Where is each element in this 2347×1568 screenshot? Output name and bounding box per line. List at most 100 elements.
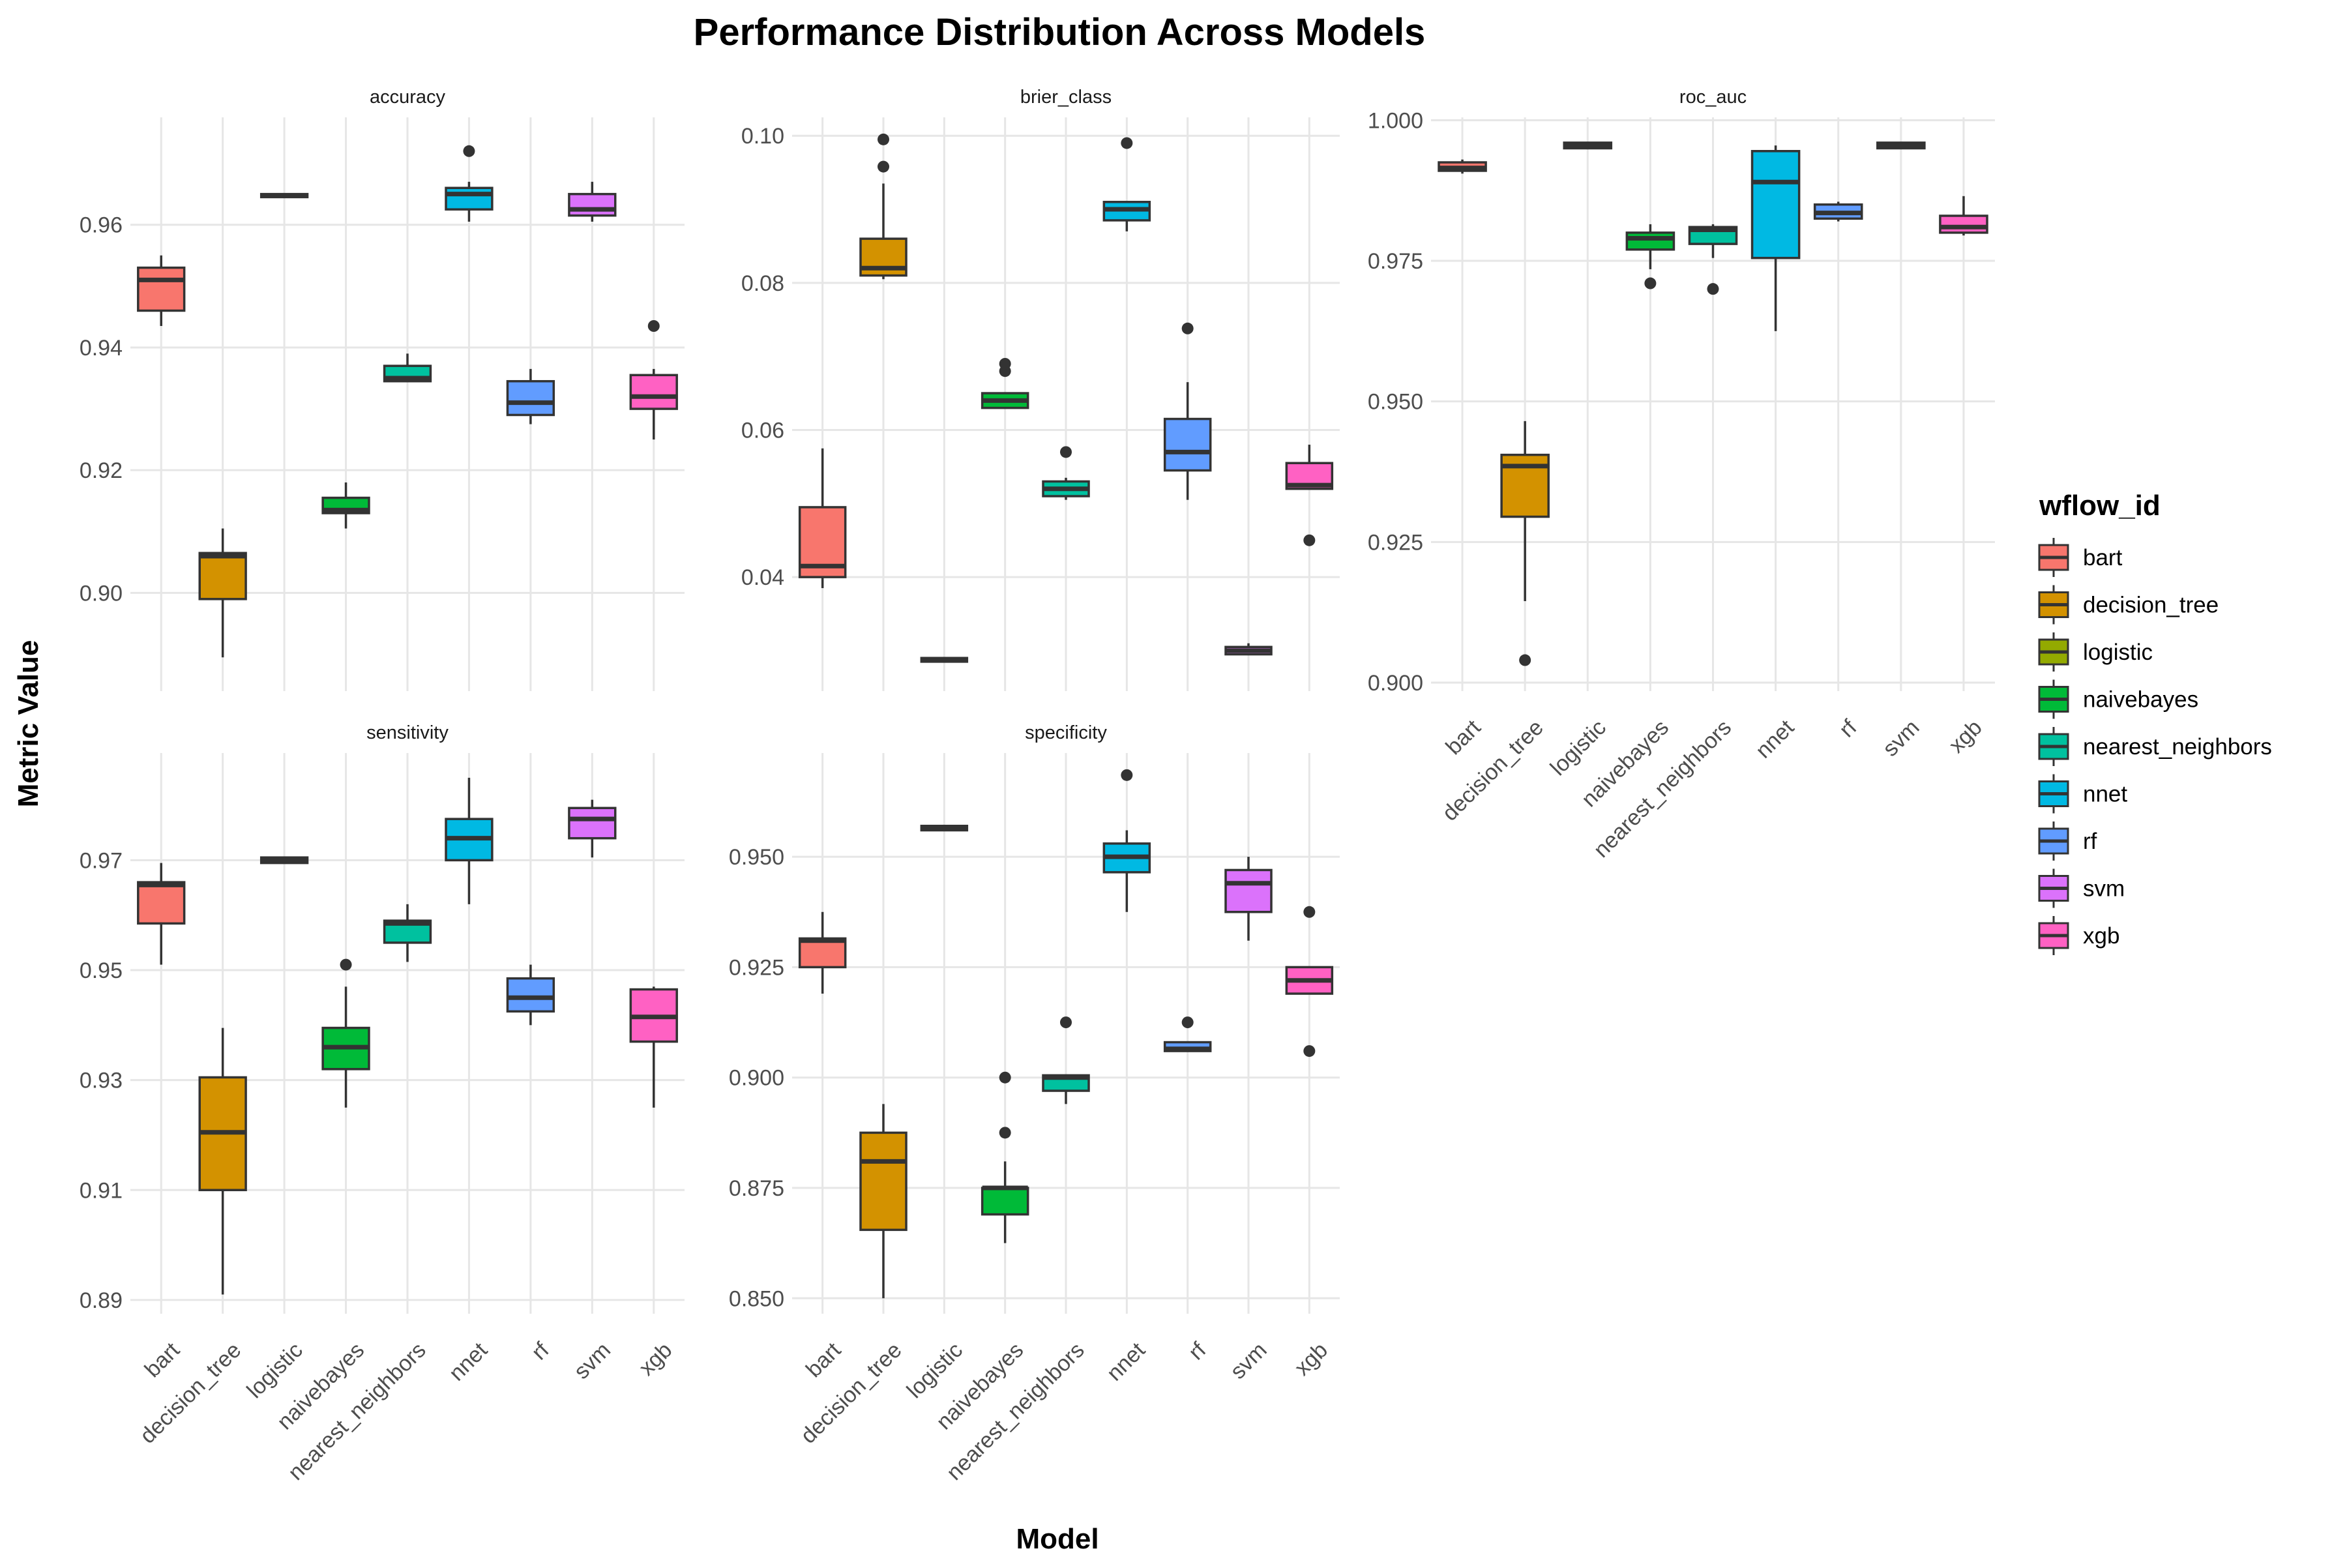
box-naivebayes [1625, 224, 1675, 289]
x-axis-title: Model [1016, 1523, 1099, 1555]
outlier-point [999, 1071, 1011, 1084]
box-xgb [1285, 906, 1334, 1058]
x-tick-label: nnet [444, 1337, 492, 1385]
x-tick-label: rf [527, 1337, 554, 1365]
y-tick-label: 0.95 [80, 958, 123, 983]
box-svm [568, 181, 617, 222]
legend-item-bart: bart [2038, 538, 2123, 577]
box-body [1750, 150, 1801, 259]
outlier-point [1121, 769, 1133, 781]
box-svm [1224, 643, 1273, 656]
x-tick-label: svm [569, 1338, 615, 1384]
legend-label: rf [2083, 829, 2097, 854]
y-tick-label: 0.90 [80, 581, 123, 606]
x-tick-label: svm [1878, 715, 1925, 762]
legend-label: decision_tree [2083, 593, 2219, 618]
panel-accuracy: 0.90 0.92 0.94 0.96 accuracy [80, 87, 685, 691]
legend-item-rf: rf [2038, 821, 2097, 861]
y-tick-label: 0.10 [741, 124, 784, 149]
box-nnet [1102, 137, 1151, 231]
box-body [629, 374, 678, 410]
box-decision_tree [198, 528, 247, 658]
outlier-point [1060, 446, 1072, 458]
box-rf [1163, 322, 1212, 500]
outlier-point [1707, 283, 1719, 295]
x-tick-label: xgb [1944, 715, 1987, 758]
box-body [859, 1131, 908, 1232]
y-tick-label: 0.04 [741, 565, 784, 590]
outlier-point [463, 145, 475, 157]
box-nearest_neighbors [1042, 446, 1090, 500]
box-body [137, 266, 186, 312]
x-tick-label: rf [1184, 1337, 1211, 1365]
outlier-point [1181, 322, 1194, 334]
box-logistic [1563, 141, 1613, 150]
legend-label: naivebayes [2083, 687, 2198, 713]
legend-label: nearest_neighbors [2083, 734, 2272, 760]
box-rf [506, 964, 555, 1026]
legend-label: xgb [2083, 923, 2119, 949]
legend-item-decision_tree: decision_tree [2038, 585, 2219, 625]
y-tick-label: 0.900 [729, 1066, 784, 1091]
panel-roc_auc: 0.9000.9250.9500.9751.000roc_aucbartdeci… [1368, 87, 1995, 863]
box-body [1625, 231, 1675, 251]
legend-label: bart [2083, 545, 2123, 570]
box-svm [568, 799, 617, 858]
box-body [198, 552, 247, 600]
box-decision_tree [859, 133, 908, 280]
box-naivebayes [321, 482, 370, 529]
outlier-point [999, 1127, 1011, 1139]
legend-item-nearest_neighbors: nearest_neighbors [2038, 727, 2272, 766]
box-naivebayes [981, 1071, 1029, 1243]
box-nearest_neighbors [1042, 1016, 1090, 1104]
box-body [506, 977, 555, 1013]
x-tick-label: xgb [634, 1338, 677, 1381]
panel-title: sensitivity [366, 722, 449, 743]
panel-specificity: 0.850 0.875 0.900 0.925 0.950 specificity bart… [729, 722, 1340, 1485]
outlier-point [340, 958, 352, 971]
box-naivebayes [321, 958, 370, 1108]
legend: bart decision_tree logistic naivebayes neare… [2038, 538, 2272, 955]
outlier-point [1519, 654, 1531, 666]
x-tick-label: xgb [1290, 1338, 1333, 1381]
y-tick-label: 0.94 [80, 336, 123, 361]
y-tick-label: 0.875 [729, 1176, 784, 1201]
box-decision_tree [1500, 421, 1550, 666]
y-tick-label: 1.000 [1368, 108, 1423, 133]
box-logistic [259, 856, 309, 865]
y-tick-label: 0.92 [80, 458, 123, 483]
box-nnet [445, 145, 494, 222]
box-body [137, 881, 186, 925]
y-tick-label: 0.950 [729, 845, 784, 870]
y-tick-label: 0.950 [1368, 390, 1423, 415]
y-tick-label: 0.08 [741, 271, 784, 296]
x-tick-label: svm [1226, 1338, 1272, 1384]
y-axis-title: Metric Value [12, 640, 44, 808]
legend-item-naivebayes: naivebayes [2038, 679, 2198, 719]
box-nnet [445, 777, 494, 904]
box-xgb [629, 320, 678, 440]
chart-title: Performance Distribution Across Models [694, 11, 1426, 53]
legend-item-logistic: logistic [2038, 632, 2153, 672]
legend-item-xgb: xgb [2038, 916, 2119, 955]
outlier-point [878, 133, 889, 145]
box-body [506, 379, 555, 417]
legend-item-svm: svm [2038, 868, 2125, 908]
x-tick-label: nnet [1102, 1337, 1150, 1385]
panel-title: specificity [1025, 722, 1107, 743]
y-tick-label: 0.96 [80, 213, 123, 238]
panel-brier_class: 0.04 0.06 0.08 0.10 brier_class [741, 87, 1340, 691]
outlier-point [999, 357, 1011, 370]
legend-label: logistic [2083, 640, 2153, 665]
outlier-point [1303, 1045, 1316, 1058]
box-body [1939, 214, 1988, 234]
box-logistic [920, 657, 969, 663]
outlier-point [1303, 534, 1316, 546]
x-tick-label: bart [140, 1337, 185, 1382]
legend-label: nnet [2083, 782, 2127, 807]
panel-title: brier_class [1020, 87, 1112, 108]
legend-label: svm [2083, 876, 2125, 902]
outlier-point [1303, 906, 1316, 918]
